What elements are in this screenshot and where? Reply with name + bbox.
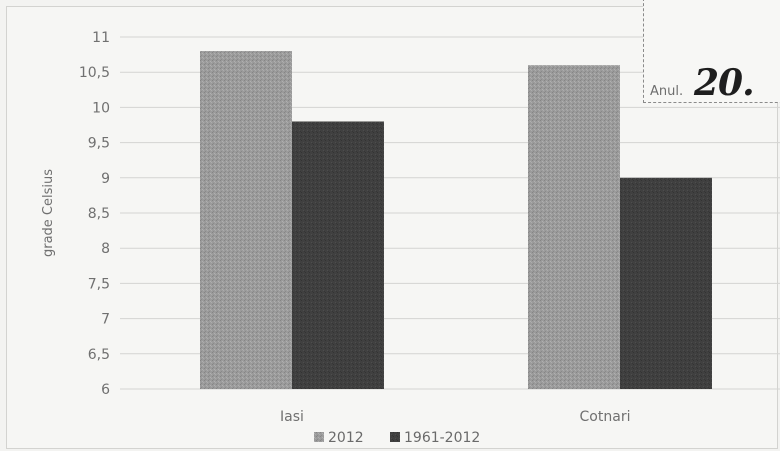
legend-label: 2012 [328, 430, 364, 446]
legend-swatch [314, 432, 324, 442]
y-tick-label: 9 [101, 171, 110, 187]
stamp-handwritten-year: 20. [694, 62, 755, 104]
y-axis-title: grade Celsius [41, 169, 56, 257]
y-tick-label: 10 [92, 100, 110, 116]
stamp-box [643, 0, 780, 103]
x-category-label: Cotnari [580, 409, 631, 425]
bar-cotnari-2012 [528, 65, 620, 389]
y-tick-label: 6 [101, 382, 110, 398]
y-tick-label: 10,5 [79, 65, 110, 81]
bar-cotnari-1961-2012 [620, 177, 712, 389]
y-tick-label: 7 [101, 312, 110, 328]
bar-iasi-2012 [200, 51, 292, 390]
y-tick-label: 11 [92, 30, 110, 46]
stamp-anul-label: Anul. [650, 84, 684, 99]
legend-label: 1961-2012 [404, 430, 480, 446]
y-tick-label: 6,5 [88, 347, 110, 363]
y-tick-label: 7,5 [88, 276, 110, 292]
y-tick-label: 8,5 [88, 206, 110, 222]
y-tick-label: 8 [101, 241, 110, 257]
bar-iasi-1961-2012 [292, 121, 384, 389]
y-tick-label: 9,5 [88, 136, 110, 152]
legend-swatch [390, 432, 400, 442]
x-category-label: Iasi [280, 409, 304, 425]
